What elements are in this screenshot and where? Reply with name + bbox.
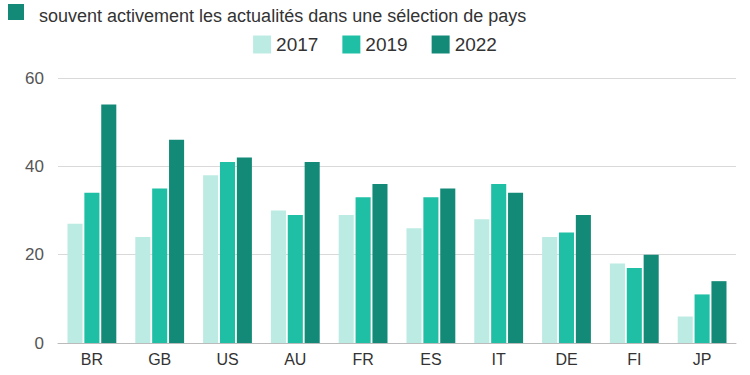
svg-text:60: 60 <box>25 69 44 88</box>
svg-text:ES: ES <box>420 351 441 368</box>
svg-text:GB: GB <box>148 351 171 368</box>
svg-text:BR: BR <box>81 351 103 368</box>
svg-text:DE: DE <box>555 351 577 368</box>
svg-text:2022: 2022 <box>455 34 497 55</box>
svg-text:souvent activement les actuali: souvent activement les actualités dans u… <box>39 6 526 26</box>
svg-text:FR: FR <box>352 351 373 368</box>
svg-text:AU: AU <box>284 351 306 368</box>
svg-text:2019: 2019 <box>365 34 407 55</box>
svg-text:40: 40 <box>25 157 44 176</box>
svg-text:20: 20 <box>25 245 44 264</box>
svg-text:FI: FI <box>627 351 641 368</box>
svg-text:US: US <box>216 351 238 368</box>
svg-text:JP: JP <box>693 351 712 368</box>
svg-text:IT: IT <box>492 351 506 368</box>
svg-text:2017: 2017 <box>276 34 318 55</box>
svg-text:0: 0 <box>35 334 44 353</box>
